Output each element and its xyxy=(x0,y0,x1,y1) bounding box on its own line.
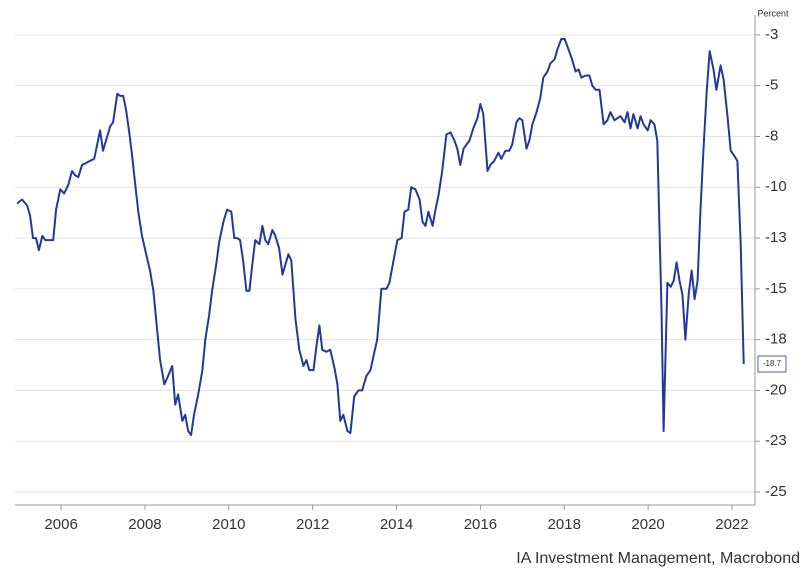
source: IA Investment Management, Macrobond xyxy=(516,550,800,567)
y-tick-label: -18 xyxy=(765,331,787,348)
y-tick-label: -3 xyxy=(765,26,778,43)
last-value-label: -18.7 xyxy=(763,359,782,368)
y-tick-label: -8 xyxy=(765,127,778,144)
y-tick-label: -5 xyxy=(765,77,778,94)
x-tick-label: 2022 xyxy=(715,516,748,533)
x-tick-label: 2016 xyxy=(464,516,497,533)
y-tick-label: -23 xyxy=(765,432,787,449)
x-tick-label: 2020 xyxy=(631,516,664,533)
x-tick-label: 2008 xyxy=(128,516,161,533)
y-tick-label: -25 xyxy=(765,483,787,500)
x-tick-label: 2014 xyxy=(380,516,413,533)
last-value-box xyxy=(757,355,787,373)
unit-label: Percent xyxy=(757,8,789,18)
y-tick-label: -20 xyxy=(765,381,787,398)
x-tick-label: 2010 xyxy=(212,516,245,533)
x-tick-label: 2006 xyxy=(44,516,77,533)
y-tick-label: -13 xyxy=(765,229,787,246)
y-tick-label: -10 xyxy=(765,178,787,195)
line xyxy=(16,38,745,437)
y-tick-label: -15 xyxy=(765,280,787,297)
x-tick-label: 2018 xyxy=(548,516,581,533)
x-tick-label: 2012 xyxy=(296,516,329,533)
